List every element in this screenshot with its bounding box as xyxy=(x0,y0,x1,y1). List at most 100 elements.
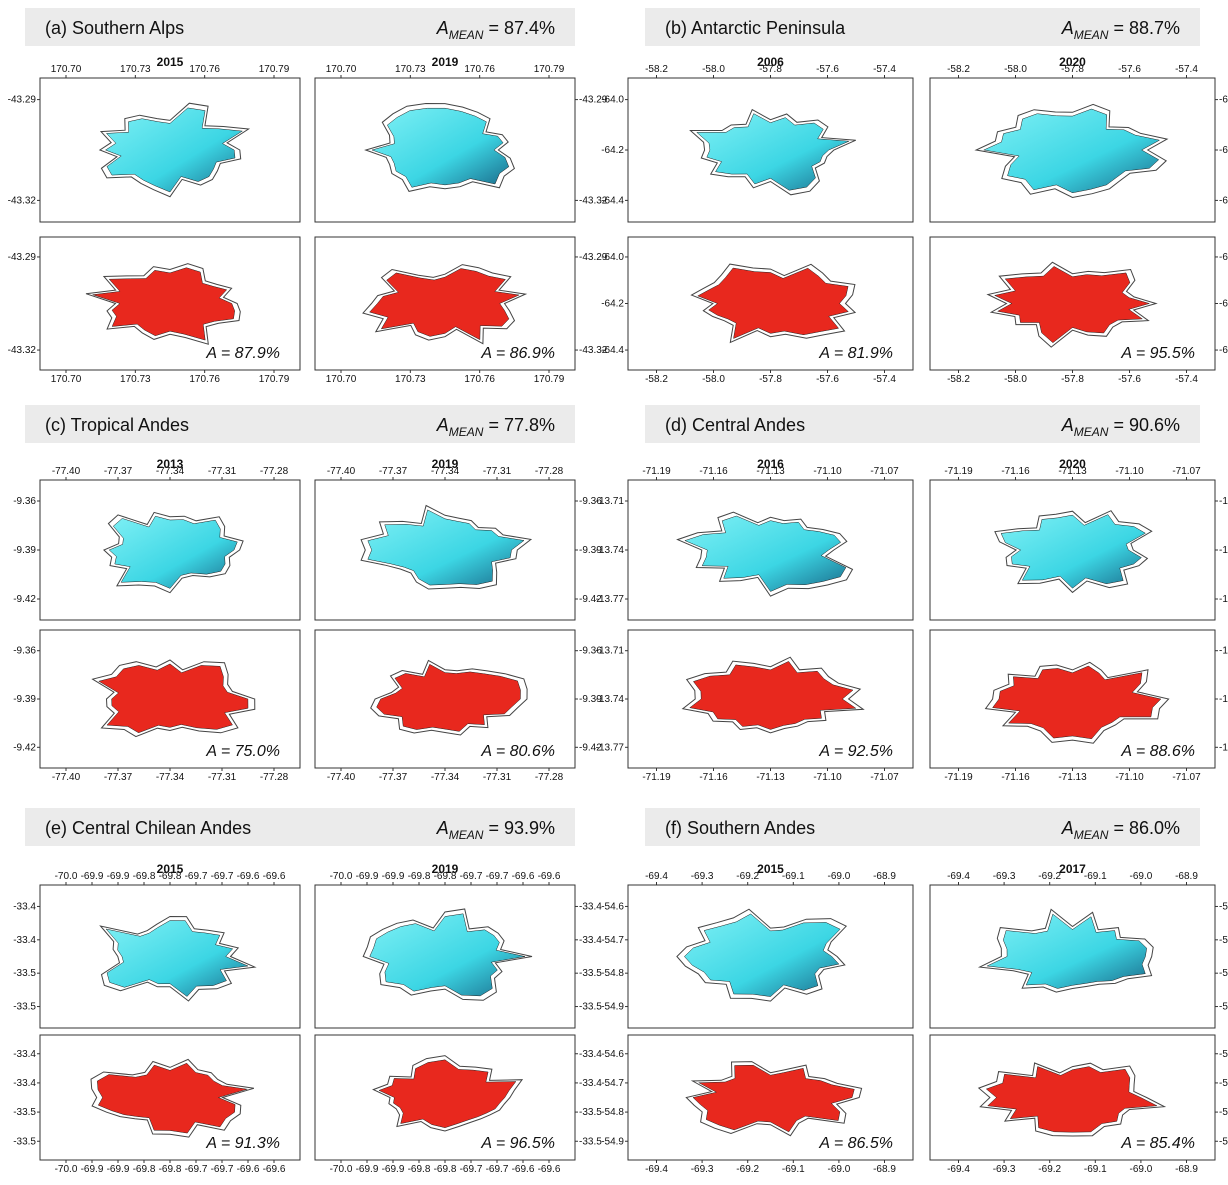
mean-subscript: MEAN xyxy=(449,28,484,42)
y-tick-label: -33.5 xyxy=(579,968,602,979)
x-tick-label: -77.40 xyxy=(327,466,356,477)
year-label: 2020 xyxy=(1059,55,1086,69)
glacier-outline xyxy=(85,263,241,345)
y-tick-label: -64.2 xyxy=(1219,145,1228,156)
x-tick-label: -69.6 xyxy=(512,871,535,882)
y-tick-label: -13.74 xyxy=(596,545,625,556)
accuracy-label: A = 86.5% xyxy=(818,1135,893,1152)
x-tick-label: -71.13 xyxy=(756,772,785,783)
mean-symbol: A xyxy=(436,415,449,435)
x-tick-label: -57.4 xyxy=(873,64,896,75)
panel-header xyxy=(25,808,575,846)
mean-accuracy: AMEAN = 86.0% xyxy=(1061,818,1180,842)
y-tick-label: -54.6 xyxy=(601,901,624,912)
panel-header xyxy=(25,8,575,46)
x-tick-label: -69.0 xyxy=(828,871,851,882)
y-tick-label: -9.36 xyxy=(579,646,602,657)
glacier-map xyxy=(986,913,1147,989)
y-tick-label: -33.5 xyxy=(13,968,36,979)
y-tick-label: -13.74 xyxy=(596,694,625,705)
y-tick-label: -9.39 xyxy=(579,545,602,556)
y-tick-label: -64.0 xyxy=(1219,252,1228,263)
x-tick-label: -69.8 xyxy=(434,1164,457,1175)
x-tick-label: -58.0 xyxy=(702,64,725,75)
x-tick-label: -71.07 xyxy=(1172,466,1201,477)
x-tick-label: -57.6 xyxy=(1118,64,1141,75)
x-tick-label: -57.4 xyxy=(873,374,896,385)
mean-subscript: MEAN xyxy=(449,828,484,842)
accuracy-label: A = 92.5% xyxy=(818,743,893,760)
x-tick-label: -69.8 xyxy=(133,1164,156,1175)
panel-title: (e) Central Chilean Andes xyxy=(45,818,251,838)
glacier-outline xyxy=(994,510,1153,594)
glacier-outline xyxy=(676,511,854,597)
y-tick-label: -13.77 xyxy=(596,594,625,605)
x-tick-label: -77.40 xyxy=(52,772,81,783)
x-tick-label: 170.76 xyxy=(189,64,220,75)
y-tick-label: -54.8 xyxy=(601,1107,624,1118)
x-tick-label: -77.31 xyxy=(483,772,512,783)
x-tick-label: 170.73 xyxy=(395,374,426,385)
x-tick-label: -57.4 xyxy=(1175,374,1198,385)
x-tick-label: -77.28 xyxy=(535,466,564,477)
glacier-map xyxy=(982,108,1161,194)
x-tick-label: -71.13 xyxy=(756,466,785,477)
glacier-outline xyxy=(984,661,1170,744)
mean-value: = 88.7% xyxy=(1113,18,1180,38)
panel-header xyxy=(25,405,575,443)
y-tick-label: -54.6 xyxy=(1219,901,1228,912)
year-label: 2019 xyxy=(432,457,459,471)
x-tick-label: -71.16 xyxy=(699,772,728,783)
x-tick-label: -69.9 xyxy=(382,871,405,882)
x-tick-label: -69.9 xyxy=(382,1164,405,1175)
accuracy-label: A = 86.9% xyxy=(480,345,555,362)
x-tick-label: -69.4 xyxy=(645,871,668,882)
y-tick-label: -9.39 xyxy=(13,694,36,705)
x-tick-label: 170.73 xyxy=(395,64,426,75)
panel-title: (b) Antarctic Peninsula xyxy=(665,18,846,38)
accuracy-label: A = 96.5% xyxy=(480,1135,555,1152)
y-tick-label: -9.42 xyxy=(579,594,602,605)
x-tick-label: -69.8 xyxy=(434,871,457,882)
x-tick-label: 170.76 xyxy=(464,64,495,75)
y-tick-label: -33.5 xyxy=(13,1002,36,1013)
y-tick-label: -13.74 xyxy=(1219,545,1228,556)
x-tick-label: -70.0 xyxy=(55,1164,78,1175)
y-tick-label: -43.29 xyxy=(8,252,37,263)
y-tick-label: -64.4 xyxy=(601,195,624,206)
x-tick-label: -69.7 xyxy=(211,871,234,882)
y-tick-label: -33.4 xyxy=(579,1078,602,1089)
x-tick-label: -69.0 xyxy=(1130,1164,1153,1175)
x-tick-label: -58.2 xyxy=(645,64,668,75)
y-tick-label: -54.9 xyxy=(601,1136,624,1147)
glacier-map xyxy=(369,268,521,341)
y-tick-label: -9.39 xyxy=(579,694,602,705)
x-tick-label: -58.0 xyxy=(702,374,725,385)
x-tick-label: -57.8 xyxy=(1061,374,1084,385)
x-tick-label: -69.9 xyxy=(107,1164,130,1175)
x-tick-label: -69.9 xyxy=(81,1164,104,1175)
glacier-map xyxy=(378,1059,517,1128)
accuracy-label: A = 88.6% xyxy=(1120,743,1195,760)
x-tick-label: -71.19 xyxy=(642,466,671,477)
glacier-map xyxy=(696,113,850,191)
year-label: 2013 xyxy=(157,457,184,471)
accuracy-label: A = 81.9% xyxy=(818,345,893,362)
glacier-outline xyxy=(91,659,256,738)
glacier-map xyxy=(985,1066,1158,1133)
x-tick-label: -69.6 xyxy=(263,871,286,882)
x-tick-label: -77.31 xyxy=(208,772,237,783)
y-tick-label: -64.4 xyxy=(601,345,624,356)
x-tick-label: 170.79 xyxy=(259,374,290,385)
mean-subscript: MEAN xyxy=(1074,28,1109,42)
x-tick-label: -69.7 xyxy=(185,1164,208,1175)
y-tick-label: -33.4 xyxy=(579,901,602,912)
x-tick-label: -69.1 xyxy=(1084,871,1107,882)
x-tick-label: -69.1 xyxy=(782,1164,805,1175)
glacier-map xyxy=(97,1062,248,1134)
mean-value: = 87.4% xyxy=(488,18,555,38)
x-tick-label: -69.2 xyxy=(1038,1164,1061,1175)
x-tick-label: 170.70 xyxy=(51,374,82,385)
x-tick-label: 170.76 xyxy=(189,374,220,385)
y-tick-label: -9.42 xyxy=(13,742,36,753)
